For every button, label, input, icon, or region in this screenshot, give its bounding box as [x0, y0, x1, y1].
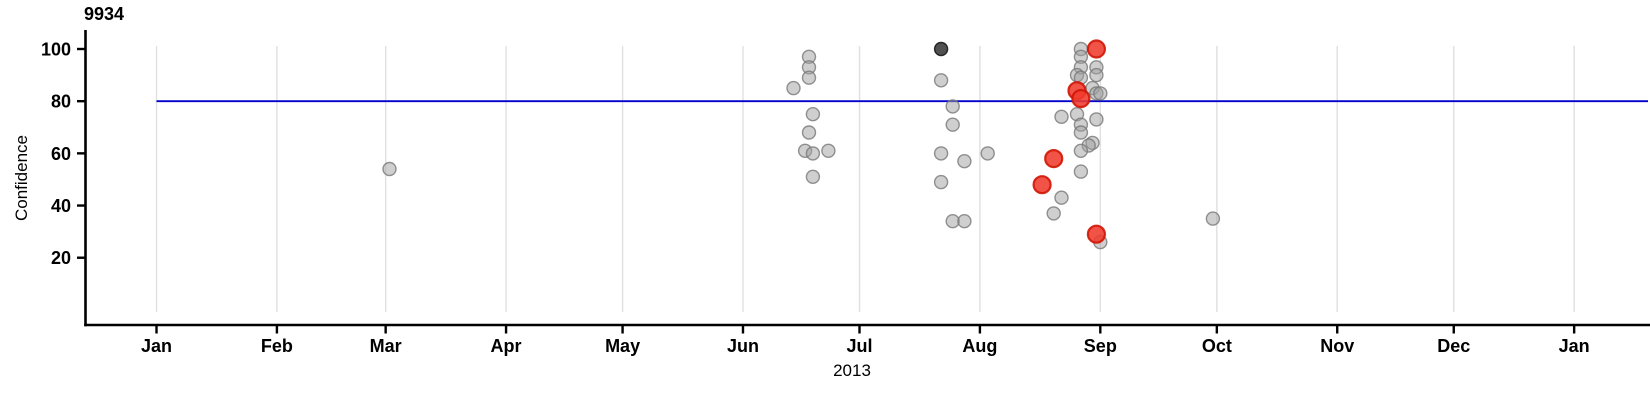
chart-title: 9934: [84, 4, 125, 24]
data-point: [945, 117, 960, 132]
y-axis-title: Confidence: [12, 134, 31, 222]
data-point: [1073, 125, 1089, 140]
data-point: [1073, 164, 1089, 179]
data-point: [805, 169, 821, 185]
x-tick-label: Mar: [370, 336, 402, 356]
data-point: [805, 146, 821, 161]
x-tick-label: Feb: [261, 336, 293, 356]
data-point: [957, 153, 972, 169]
x-tick-label: Jan: [1559, 336, 1590, 356]
x-tick-label: May: [605, 336, 640, 356]
x-tick-label: Sep: [1084, 336, 1117, 356]
highlighted-data-point: [1086, 39, 1107, 59]
data-point: [805, 106, 821, 122]
x-tick-label: Jun: [727, 336, 759, 356]
data-point: [933, 73, 949, 88]
y-tick-label: 80: [51, 92, 71, 112]
data-point: [933, 41, 949, 57]
x-tick-label: Dec: [1437, 336, 1470, 356]
data-point: [980, 146, 995, 161]
data-point: [382, 161, 397, 177]
y-tick-label: 100: [41, 40, 71, 60]
y-tick-label: 60: [51, 144, 71, 164]
x-tick-label: Apr: [491, 336, 522, 356]
data-point: [801, 125, 817, 140]
x-tick-label: Oct: [1202, 336, 1232, 356]
data-point: [1093, 86, 1108, 101]
data-point: [1089, 112, 1104, 127]
y-tick-label: 40: [51, 196, 71, 216]
y-tick-label: 20: [51, 248, 71, 268]
data-point: [1205, 211, 1221, 226]
data-point: [945, 99, 960, 114]
x-tick-label: Jul: [846, 336, 872, 356]
x-tick-label: Aug: [962, 336, 997, 356]
data-point: [933, 174, 949, 190]
data-point: [1046, 206, 1061, 221]
highlighted-data-point: [1032, 175, 1052, 195]
data-point: [1089, 67, 1104, 83]
data-point: [1054, 109, 1069, 125]
data-point: [786, 80, 801, 96]
highlighted-data-point: [1086, 224, 1107, 244]
highlighted-data-point: [1044, 149, 1064, 169]
x-tick-label: Jan: [141, 336, 172, 356]
data-point: [957, 213, 972, 229]
data-point: [933, 146, 949, 161]
highlighted-data-point: [1071, 88, 1091, 109]
data-point: [801, 70, 817, 85]
x-tick-label: Nov: [1320, 336, 1354, 356]
data-point: [821, 143, 836, 159]
x-axis-title: 2013: [833, 361, 871, 380]
data-point: [1054, 190, 1069, 205]
data-point: [1073, 143, 1089, 159]
